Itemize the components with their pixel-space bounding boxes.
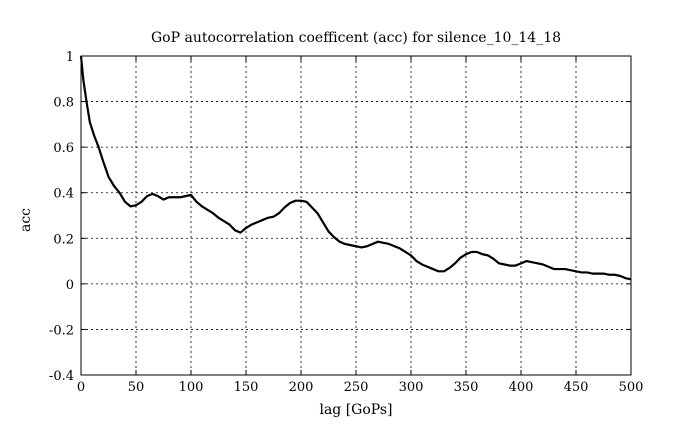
- x-tick-label: 350: [454, 380, 479, 395]
- y-tick-label: 0.4: [53, 187, 74, 202]
- y-tick-label: -0.2: [49, 323, 74, 338]
- x-tick-label: 400: [509, 380, 534, 395]
- y-tick-label: 0: [66, 278, 74, 293]
- x-tick-label: 300: [399, 380, 424, 395]
- chart-title: GoP autocorrelation coefficent (acc) for…: [151, 30, 561, 46]
- grid-lines: [81, 56, 631, 375]
- x-tick-label: 250: [344, 380, 369, 395]
- x-tick-label: 450: [564, 380, 589, 395]
- y-tick-label: 0.6: [53, 141, 74, 156]
- y-axis-label: acc: [18, 208, 34, 232]
- y-tick-label: 0.8: [53, 96, 74, 111]
- x-tick-label: 0: [77, 380, 85, 395]
- series-layer: [79, 55, 632, 281]
- tick-layer: 0 50 100 150 200 250 300 350 400 450 500 -0.4 -0.2 0 0…: [49, 50, 643, 395]
- x-axis-label: lag [GoPs]: [319, 402, 392, 418]
- x-tick-label: 100: [179, 380, 204, 395]
- y-tick-label: -0.4: [49, 369, 74, 384]
- x-tick-label: 150: [234, 380, 259, 395]
- x-tick-label: 500: [619, 380, 644, 395]
- y-tick-label: 1: [66, 50, 74, 65]
- x-tick-label: 50: [128, 380, 145, 395]
- y-tick-label: 0.2: [53, 232, 74, 247]
- series-line-acc: [79, 55, 632, 281]
- x-tick-label: 200: [289, 380, 314, 395]
